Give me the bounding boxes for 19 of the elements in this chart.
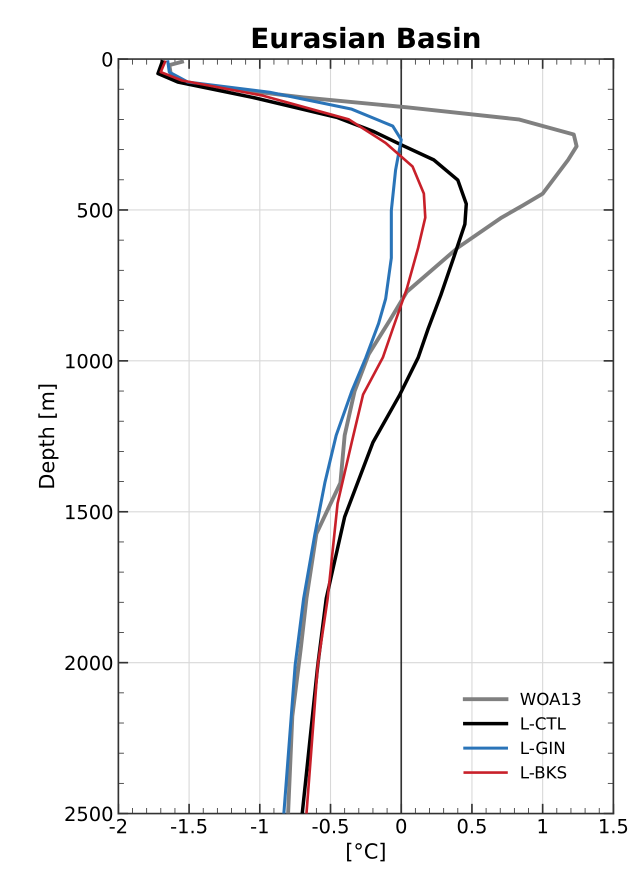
legend-label: L-BKS bbox=[521, 766, 566, 779]
x-tick-label: 0 bbox=[396, 818, 406, 834]
x-tick-label: 1 bbox=[538, 819, 548, 834]
y-axis-title: Depth [m] bbox=[38, 384, 58, 488]
x-tick-label: -1.5 bbox=[171, 819, 206, 834]
y-tick-label: 2000 bbox=[65, 656, 112, 670]
y-tick-label: 1500 bbox=[66, 504, 112, 520]
y-tick-label: 1000 bbox=[66, 354, 112, 369]
chart-title: Eurasian Basin bbox=[252, 26, 480, 48]
x-tick-label: 0.5 bbox=[458, 818, 486, 834]
legend-label: WOA13 bbox=[520, 692, 580, 706]
y-tick-label: 500 bbox=[78, 202, 112, 218]
y-tick-label: 0 bbox=[102, 52, 112, 67]
legend-label: L-GIN bbox=[521, 742, 564, 754]
x-tick-label: -1 bbox=[251, 819, 268, 834]
x-tick-label: 1.5 bbox=[600, 819, 628, 834]
legend-label: L-CTL bbox=[521, 717, 566, 730]
x-axis-title: [°C] bbox=[347, 842, 385, 862]
x-tick-label: -0.5 bbox=[312, 818, 348, 834]
